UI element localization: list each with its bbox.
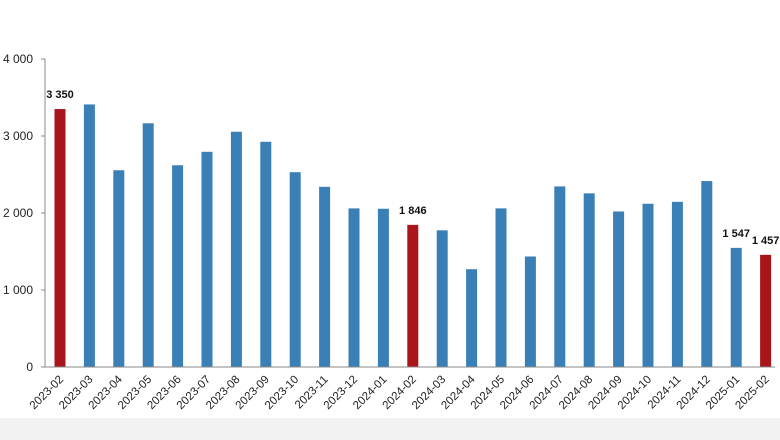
y-axis: 0 1 000 2 000 3 000 4 000 (3, 52, 46, 374)
y-tick-label: 1 000 (3, 283, 33, 297)
bottom-band (0, 418, 780, 440)
data-label: 3 350 (46, 89, 74, 101)
bar-2024-10 (642, 203, 654, 367)
bar-2023-10 (289, 172, 301, 367)
bar-2023-02 (54, 109, 66, 368)
bar-2024-04 (466, 269, 478, 367)
x-axis: 2023-022023-032023-042023-052023-062023-… (28, 366, 775, 412)
bar-2025-02 (760, 254, 772, 367)
bar-2023-05 (142, 123, 154, 367)
bar-2024-07 (554, 186, 566, 367)
bar-2024-08 (583, 193, 595, 367)
bar-2023-03 (83, 104, 95, 368)
bar-series (54, 104, 772, 368)
y-tick-label: 3 000 (3, 129, 33, 143)
bar-2023-07 (201, 151, 213, 367)
bar-2024-09 (613, 211, 625, 367)
bar-2023-09 (260, 141, 272, 367)
bar-2024-06 (524, 256, 536, 367)
bar-2024-02 (407, 224, 419, 367)
data-label: 1 846 (399, 205, 427, 217)
bar-2023-08 (230, 131, 242, 367)
y-tick-label: 0 (26, 360, 33, 374)
bar-2023-04 (113, 170, 125, 367)
data-label: 1 457 (752, 235, 780, 247)
bar-2024-11 (671, 201, 683, 367)
bar-2025-01 (730, 247, 742, 367)
bar-2023-11 (319, 186, 331, 367)
y-tick-label: 2 000 (3, 206, 33, 220)
bar-2024-12 (701, 181, 713, 367)
y-tick-label: 4 000 (3, 52, 33, 66)
bar-2024-05 (495, 208, 507, 367)
data-label: 1 547 (722, 228, 750, 240)
bar-2023-12 (348, 208, 360, 367)
bar-2023-06 (172, 165, 184, 367)
bar-2024-03 (436, 230, 448, 367)
bar-2024-01 (377, 208, 389, 367)
